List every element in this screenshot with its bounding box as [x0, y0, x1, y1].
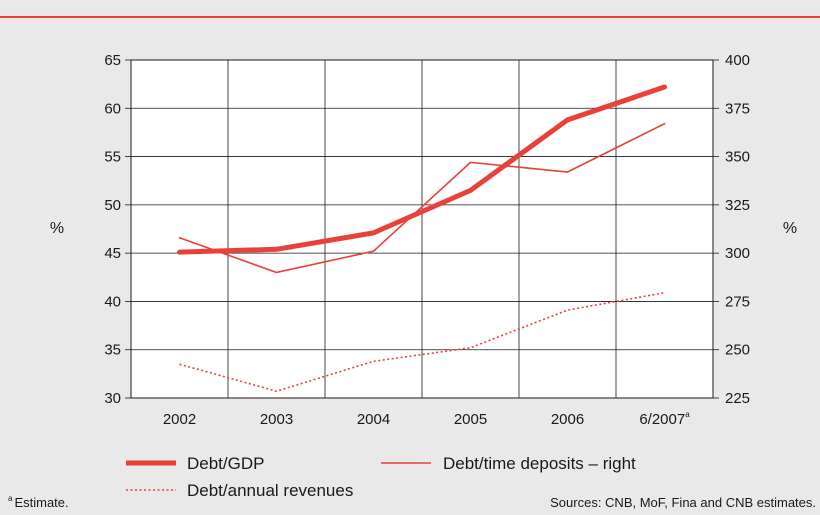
footnote: a Estimate. — [8, 494, 69, 510]
legend-label-debt-time-deposits: Debt/time deposits – right — [443, 454, 636, 473]
legend-label-debt-revenues: Debt/annual revenues — [187, 481, 353, 500]
sources-note: Sources: CNB, MoF, Fina and CNB estimate… — [550, 495, 816, 510]
series-lines — [177, 84, 667, 393]
left-tick-label: 45 — [104, 245, 121, 262]
legend: Debt/GDP Debt/time deposits – right Debt… — [126, 454, 636, 500]
right-axis-ticks: 225 250 275 300 325 350 375 400 — [713, 52, 750, 407]
right-tick-label: 300 — [725, 245, 750, 262]
top-accent-rule — [0, 16, 820, 18]
x-axis-ticks: 2002 2003 2004 2005 2006 6/2007a — [163, 410, 690, 428]
left-tick-label: 40 — [104, 293, 121, 310]
right-tick-label: 400 — [725, 52, 750, 69]
right-tick-label: 325 — [725, 197, 750, 214]
right-tick-label: 225 — [725, 390, 750, 407]
left-tick-label: 55 — [104, 149, 121, 166]
x-tick-label: 2003 — [260, 411, 293, 428]
footnote-text: Estimate. — [14, 495, 68, 510]
right-tick-label: 250 — [725, 342, 750, 359]
x-tick-label: 2005 — [454, 411, 487, 428]
left-tick-label: 35 — [104, 342, 121, 359]
x-tick-label: 2002 — [163, 411, 196, 428]
right-tick-label: 350 — [725, 149, 750, 166]
grid-lines — [131, 60, 713, 398]
left-axis-label: % — [50, 220, 64, 237]
left-tick-label: 60 — [104, 100, 121, 117]
x-tick-label: 2006 — [551, 411, 584, 428]
left-tick-label: 30 — [104, 390, 121, 407]
right-tick-label: 375 — [725, 100, 750, 117]
series-line-debt-gdp — [177, 84, 667, 255]
x-tick-label: 2004 — [357, 411, 390, 428]
left-axis-ticks: 30 35 40 45 50 55 60 65 — [104, 52, 131, 407]
right-axis-label: % — [783, 220, 797, 237]
right-tick-label: 275 — [725, 293, 750, 310]
left-tick-label: 50 — [104, 197, 121, 214]
x-tick-label: 6/2007a — [639, 410, 690, 428]
left-tick-label: 65 — [104, 52, 121, 69]
footnote-marker: a — [8, 494, 13, 503]
legend-label-debt-gdp: Debt/GDP — [187, 454, 264, 473]
series-line-debt-time-deposits — [178, 122, 666, 274]
x-tick-footnote-marker: a — [685, 410, 690, 419]
